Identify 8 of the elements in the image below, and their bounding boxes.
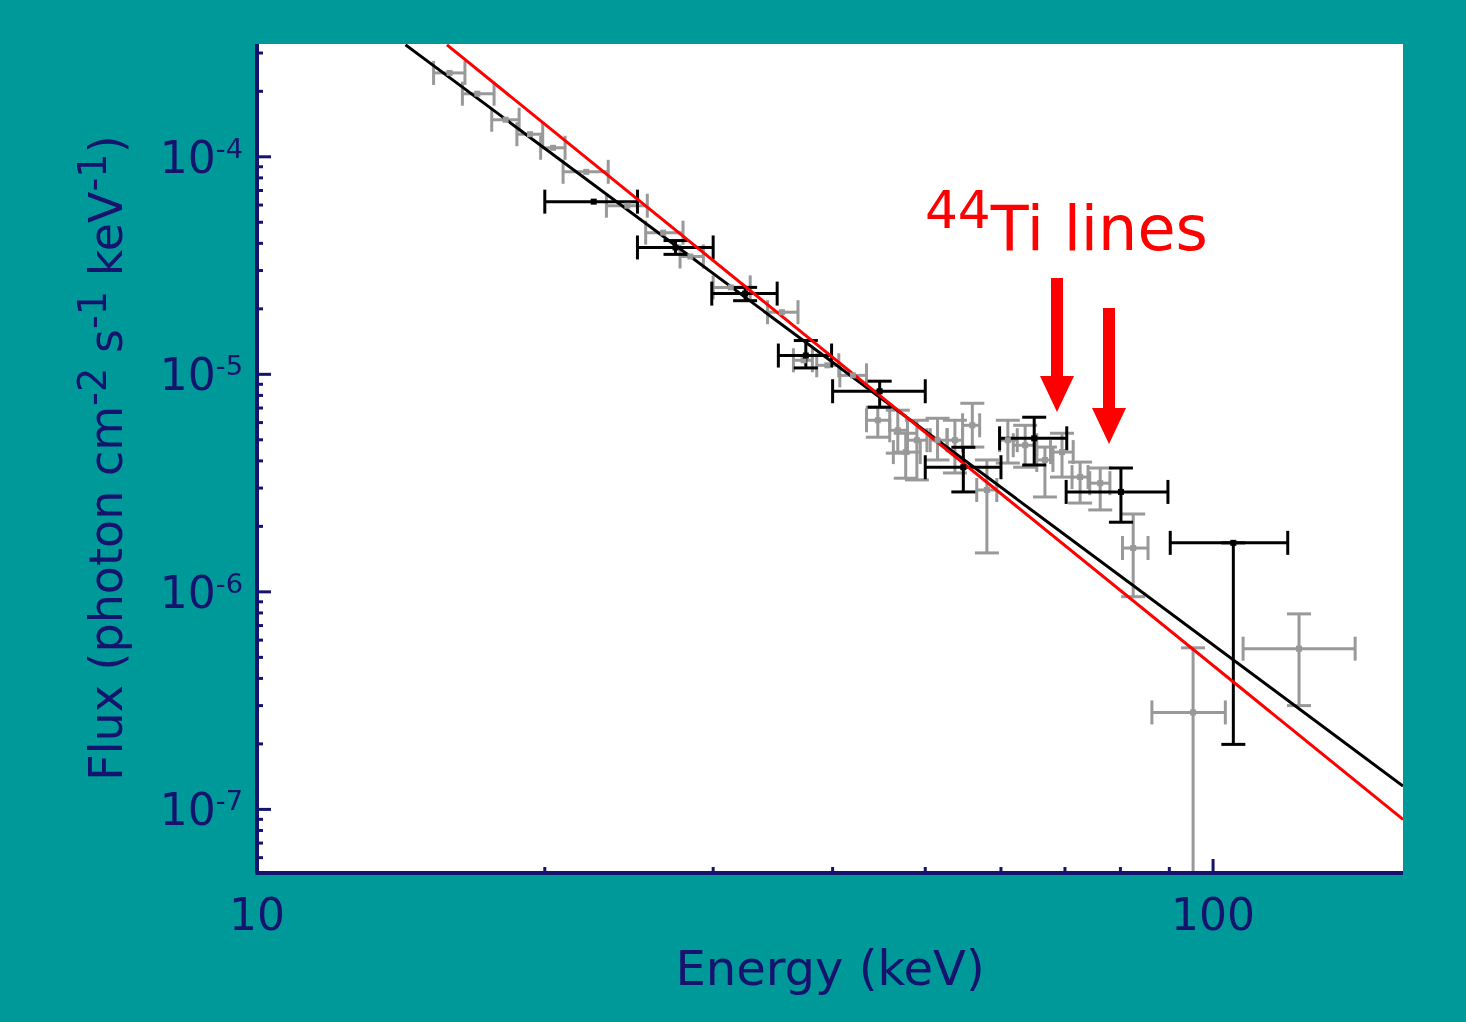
x-tick-label: 10 bbox=[229, 889, 285, 940]
x-tick-label: 100 bbox=[1171, 889, 1256, 940]
y-tick-label: 10$^{-4}$ bbox=[159, 131, 243, 183]
annotation: $^{44}$Ti lines bbox=[925, 180, 1208, 265]
y-tick-label: 10$^{-5}$ bbox=[159, 349, 243, 401]
y-tick-label: 10$^{-7}$ bbox=[159, 784, 243, 836]
y-tick-label: 10$^{-6}$ bbox=[159, 566, 243, 618]
x-axis-title: Energy (keV) bbox=[674, 940, 986, 996]
